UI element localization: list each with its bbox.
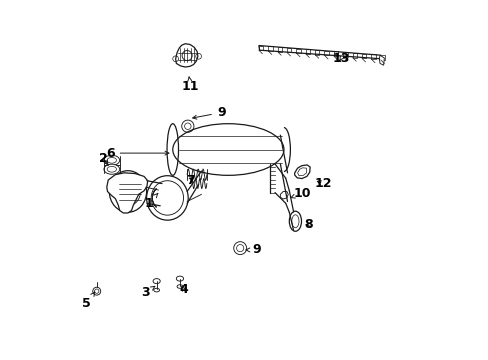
Text: 8: 8	[304, 218, 313, 231]
Text: 11: 11	[182, 77, 199, 93]
Circle shape	[93, 287, 101, 295]
Text: 9: 9	[245, 243, 261, 256]
Text: 9: 9	[192, 106, 225, 119]
Ellipse shape	[176, 276, 183, 281]
Ellipse shape	[289, 211, 301, 231]
Ellipse shape	[109, 171, 146, 212]
Circle shape	[233, 242, 246, 255]
Text: 2: 2	[99, 152, 108, 165]
Polygon shape	[280, 192, 287, 199]
Text: 4: 4	[179, 283, 187, 296]
Text: 3: 3	[141, 286, 155, 300]
Polygon shape	[175, 44, 198, 67]
Ellipse shape	[172, 124, 284, 175]
Text: 5: 5	[82, 292, 95, 310]
Ellipse shape	[146, 176, 188, 220]
Polygon shape	[258, 45, 381, 59]
Ellipse shape	[104, 164, 120, 174]
Ellipse shape	[104, 155, 120, 165]
Text: 10: 10	[290, 187, 310, 200]
Text: 12: 12	[314, 177, 331, 190]
Text: 7: 7	[186, 174, 195, 186]
Polygon shape	[294, 165, 309, 179]
Text: 1: 1	[144, 193, 158, 210]
Polygon shape	[379, 55, 384, 65]
Text: 6: 6	[106, 147, 168, 159]
Text: 13: 13	[332, 51, 349, 64]
Ellipse shape	[153, 279, 160, 284]
Polygon shape	[106, 173, 147, 213]
